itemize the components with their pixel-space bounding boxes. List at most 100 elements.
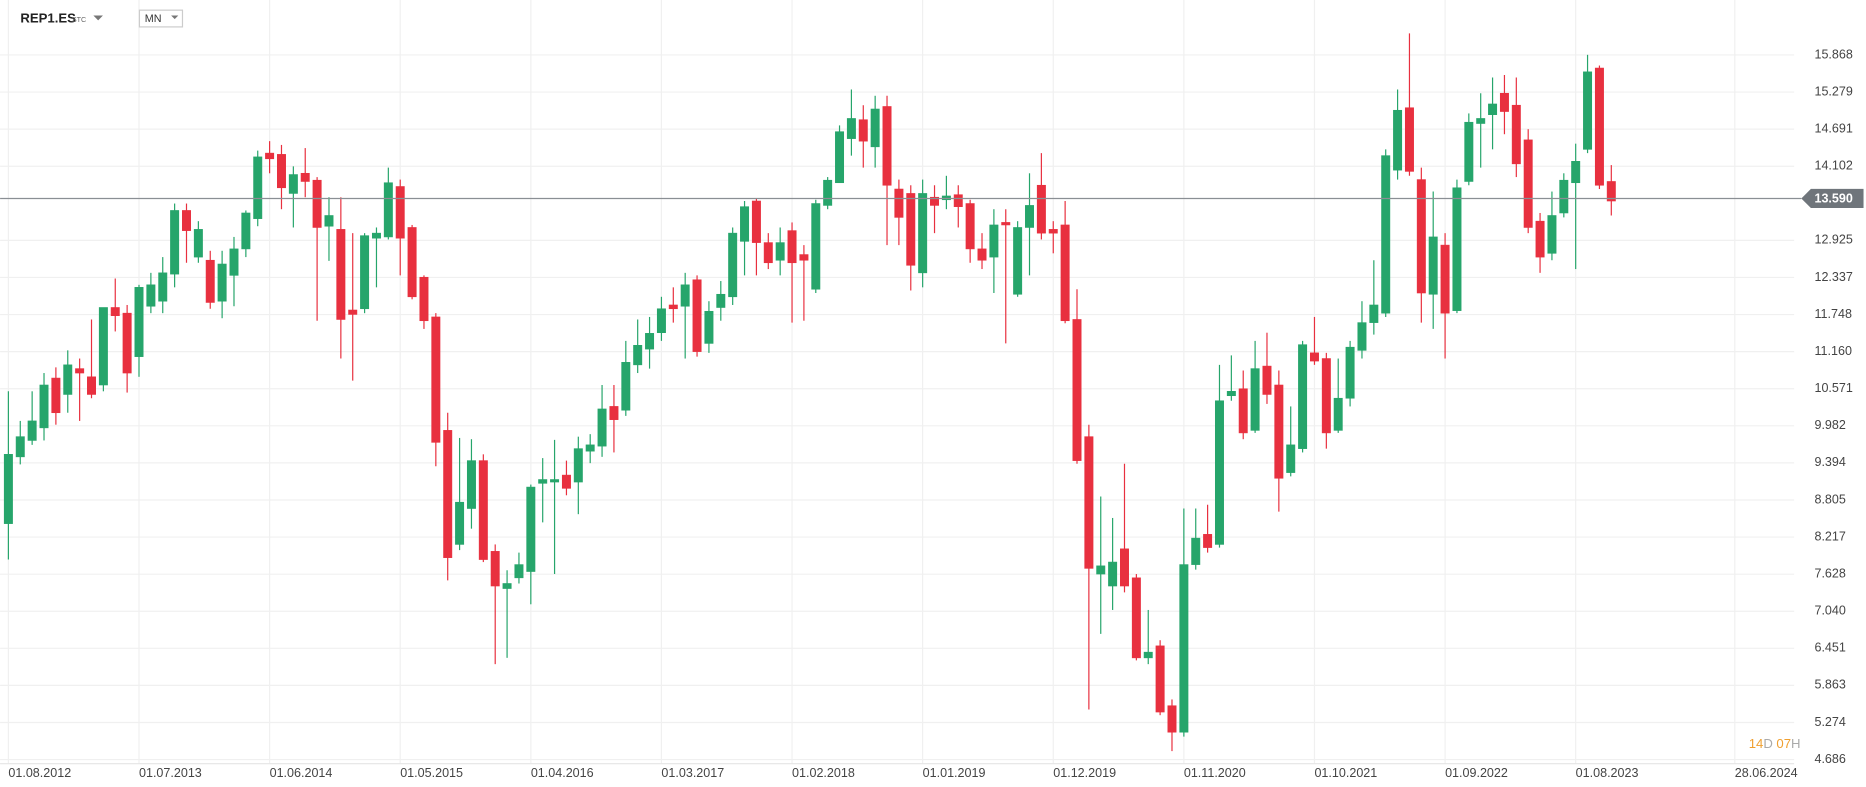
candle-body — [431, 316, 441, 443]
x-tick-label: 01.12.2019 — [1053, 766, 1116, 780]
y-tick-label: 12.337 — [1814, 270, 1852, 284]
candle-body — [680, 284, 690, 307]
x-tick-label: 01.03.2017 — [661, 766, 724, 780]
last-price-tag — [1801, 188, 1864, 209]
candle-body — [360, 235, 370, 310]
candle-body — [312, 179, 322, 228]
candle-body — [1571, 161, 1581, 184]
candle-body — [324, 215, 334, 227]
candle-body — [1594, 67, 1604, 186]
x-tick-label: 01.07.2013 — [139, 766, 202, 780]
candle-body — [63, 364, 73, 395]
candle-body — [395, 186, 405, 239]
candle-body — [1036, 184, 1046, 234]
candle-body — [514, 564, 524, 579]
candle-body — [989, 224, 999, 258]
y-tick-label: 4.686 — [1814, 752, 1845, 766]
candle-body — [1084, 436, 1094, 569]
y-tick-label: 11.748 — [1814, 307, 1851, 321]
grid — [0, 0, 1795, 764]
candle-body — [122, 312, 132, 374]
candle-body — [253, 156, 263, 219]
candle-body — [383, 182, 393, 238]
candle-body — [1060, 224, 1070, 322]
candle-body — [1369, 304, 1379, 323]
candle-body — [134, 287, 144, 357]
candle-body — [1226, 391, 1236, 397]
candle-body — [645, 333, 655, 350]
y-tick-label: 14.691 — [1814, 121, 1852, 135]
y-tick-label: 6.451 — [1814, 641, 1845, 655]
candle-body — [799, 254, 809, 261]
candle-body — [265, 152, 275, 160]
candle-body — [526, 486, 536, 572]
candle-body — [1191, 537, 1201, 565]
candle-body — [977, 248, 987, 261]
candle-body — [787, 230, 797, 264]
candle-body — [1262, 365, 1272, 395]
y-tick-label: 15.279 — [1814, 84, 1852, 98]
candle-body — [835, 131, 845, 184]
countdown-days-unit: D — [1763, 737, 1773, 752]
candle-body — [740, 206, 750, 242]
candle-body — [1393, 109, 1403, 171]
candle-body — [538, 479, 548, 484]
candle-body — [98, 307, 108, 386]
y-tick-label: 10.571 — [1814, 381, 1852, 395]
candle-body — [585, 444, 595, 452]
candle-body — [811, 203, 821, 290]
candle-body — [1535, 220, 1545, 258]
candle-body — [1452, 187, 1462, 311]
toolbar: REP1.ES STC MN — [20, 9, 184, 28]
y-tick-label: 5.274 — [1814, 715, 1845, 729]
candle-body — [288, 174, 298, 194]
candle-body — [668, 304, 678, 310]
candle-body — [348, 309, 358, 315]
candle-body — [1096, 565, 1106, 575]
interval-dropdown — [171, 15, 179, 20]
candle-body — [1357, 322, 1367, 351]
y-tick-label: 15.868 — [1814, 47, 1852, 61]
candle-body — [633, 345, 643, 366]
candle-body — [1048, 229, 1058, 234]
y-tick-label: 7.040 — [1814, 604, 1845, 618]
candle-body — [1345, 346, 1355, 399]
candle-body — [1001, 222, 1011, 226]
candle-body — [1274, 384, 1284, 479]
candle-body — [217, 263, 227, 302]
symbol-dropdown[interactable] — [93, 15, 103, 21]
x-tick-label: 01.05.2015 — [400, 766, 463, 780]
interval-select[interactable] — [138, 9, 184, 28]
x-tick-label: 01.01.2019 — [923, 766, 986, 780]
candle-body — [882, 106, 892, 186]
y-tick-label: 9.982 — [1814, 418, 1845, 432]
candle-body — [490, 551, 500, 587]
y-tick-label: 9.394 — [1814, 455, 1845, 469]
y-tick-label: 14.102 — [1814, 159, 1852, 173]
symbol-suffix: STC — [72, 16, 86, 24]
candle-body — [1488, 103, 1498, 115]
countdown: 14D 07H — [1749, 737, 1801, 752]
candle-body — [3, 454, 13, 524]
y-tick-label: 8.217 — [1814, 529, 1845, 543]
candle-body — [1203, 534, 1213, 548]
candle-body — [941, 195, 951, 201]
candle-body — [858, 119, 868, 142]
candle-body — [51, 377, 61, 414]
candle-body — [906, 193, 916, 266]
candle-body — [1606, 181, 1616, 202]
candle-body — [1013, 227, 1023, 295]
candle-body — [1131, 577, 1141, 659]
candle-body — [1108, 561, 1118, 587]
candle-body — [229, 248, 239, 276]
candle-body — [87, 376, 96, 395]
candle-body — [205, 259, 215, 303]
candle-body — [1464, 121, 1474, 182]
candle-body — [561, 474, 571, 489]
candle-body — [336, 229, 346, 320]
candle-body — [27, 420, 37, 441]
candle-body — [597, 408, 607, 447]
candle-body — [1333, 397, 1343, 431]
candles — [3, 33, 1616, 752]
